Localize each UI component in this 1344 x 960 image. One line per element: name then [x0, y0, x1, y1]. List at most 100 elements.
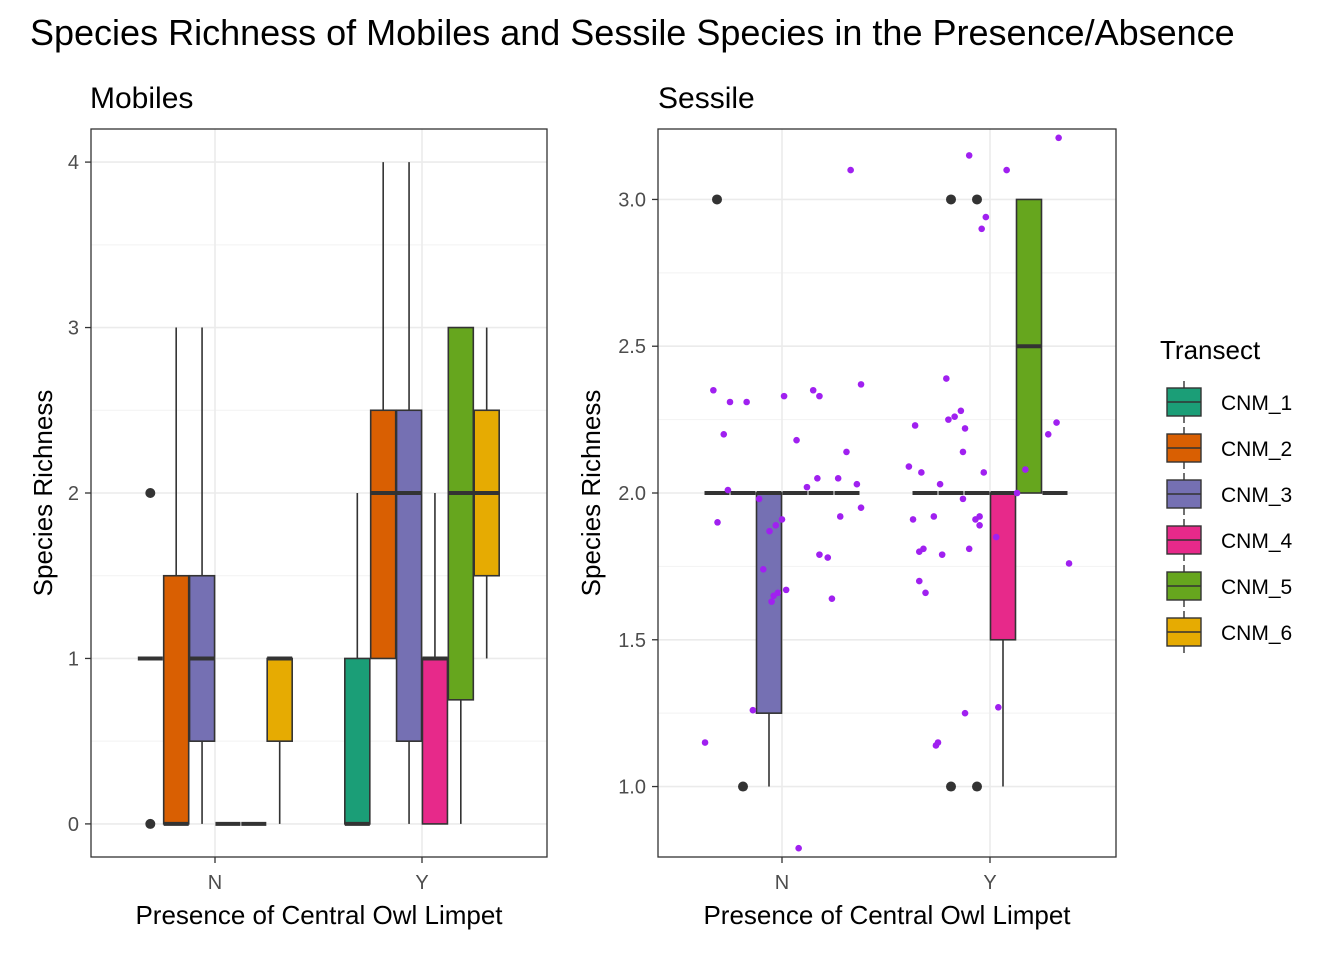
jitter-point: [843, 448, 850, 456]
jitter-point: [1055, 134, 1062, 142]
panel-title: Mobiles: [90, 82, 193, 115]
panel-sessile: Sessile 1.0 1.5 2.0 2.5 3.0 N Y Presence of Ce…: [576, 82, 1117, 930]
jitter-point: [930, 513, 938, 520]
legend-label: CNM_1: [1221, 392, 1292, 415]
legend-entry-cnm_4: CNM_4: [1166, 519, 1293, 561]
jitter-point: [793, 436, 800, 444]
box-body: [266, 657, 293, 742]
box-N-CNM_1: [704, 194, 730, 495]
jitter-point: [720, 430, 728, 438]
legend-items: CNM_1 CNM_2 CNM_3 CNM_4 CNM_5 CNM_6: [1166, 381, 1293, 653]
jitter-point: [922, 589, 929, 597]
jitter-point: [724, 486, 732, 494]
legend-entry-cnm_6: CNM_6: [1166, 611, 1292, 653]
jitter-point: [1065, 560, 1073, 567]
y-tick-label: 2: [68, 483, 79, 505]
jitter-point: [814, 475, 821, 482]
box-N-CNM_2: [162, 327, 190, 826]
axes: 0 1 2 3 4 N Y: [68, 152, 429, 894]
box-body: [344, 657, 371, 825]
legend-label: CNM_3: [1221, 484, 1292, 507]
jitter-point: [959, 448, 967, 456]
jitter-point: [803, 483, 811, 491]
jitter-point: [726, 398, 734, 406]
jitter-point: [951, 413, 958, 420]
jitter-point: [766, 527, 773, 535]
box-Y-CNM_6: [473, 327, 500, 659]
y-tick-label: 0: [68, 814, 79, 836]
box-body: [989, 492, 1017, 641]
jitter-point: [1013, 489, 1021, 497]
box-body: [369, 409, 397, 660]
jitter-point: [836, 513, 844, 520]
outlier-point: [972, 781, 982, 792]
outlier-point: [145, 818, 156, 829]
jitter-point: [816, 551, 823, 558]
jitter-point: [772, 521, 780, 529]
box-N-CNM_1: [137, 488, 163, 829]
jitter-point: [918, 469, 925, 476]
outlier-point: [972, 194, 982, 205]
jitter-point: [943, 375, 950, 382]
jitter-point: [816, 392, 823, 400]
outlier-point: [738, 781, 748, 792]
panel-title: Sessile: [658, 82, 755, 115]
box-N-CNM_6: [266, 656, 293, 824]
jitter-point: [1022, 466, 1029, 473]
outlier-point: [712, 194, 722, 205]
jitter-point: [980, 469, 988, 476]
jitter-point: [759, 566, 767, 573]
jitter-point: [995, 703, 1002, 711]
jitter-point: [934, 739, 942, 746]
jitter-point: [749, 706, 757, 714]
jitter-point: [982, 213, 990, 221]
jitter-point: [945, 416, 952, 423]
box-Y-CNM_2: [369, 162, 397, 660]
jitter-point: [774, 589, 782, 597]
x-axis-label: Presence of Central Owl Limpet: [703, 900, 1071, 930]
jitter-point: [965, 545, 973, 553]
jitter-point: [701, 739, 709, 746]
outlier-point: [946, 781, 956, 792]
jitter-point: [809, 386, 817, 394]
jitter-point: [965, 152, 973, 159]
jitter-point: [961, 709, 969, 717]
jitter-point: [938, 551, 946, 558]
jitter-point: [976, 521, 983, 529]
box-body: [162, 574, 190, 825]
x-tick-label: N: [775, 872, 789, 894]
y-tick-label: 3: [68, 318, 79, 340]
jitter-point: [961, 425, 969, 432]
y-tick-label: 2.0: [618, 483, 646, 505]
outlier-point: [946, 194, 956, 205]
jitter-point: [824, 554, 832, 561]
jitter-point: [1044, 430, 1052, 438]
jitter-point: [1053, 419, 1060, 426]
y-axis-label: Species Richness: [576, 390, 606, 597]
box-N-CNM_2: [730, 491, 756, 792]
box-Y-CNM_3: [395, 162, 423, 824]
legend-label: CNM_2: [1221, 438, 1292, 461]
panel-mobiles: Mobiles 0 1 2 3 4 N Y Presence of Central Owl …: [28, 82, 548, 930]
legend-title: Transect: [1160, 335, 1261, 365]
box-Y-CNM_4: [421, 493, 449, 825]
jitter-point: [978, 225, 985, 233]
jitter-point: [780, 392, 788, 400]
legend-entry-cnm_2: CNM_2: [1166, 427, 1292, 469]
legend-entry-cnm_3: CNM_3: [1166, 473, 1292, 515]
jitter-point: [768, 598, 775, 605]
jitter-point: [905, 463, 913, 470]
boxplot-marks: [137, 162, 500, 829]
jitter-point: [976, 513, 983, 520]
box-Y-CNM_1: [344, 493, 371, 826]
y-tick-label: 3.0: [618, 189, 646, 211]
box-Y-CNM_2: [938, 194, 964, 792]
jitter-point: [915, 577, 923, 585]
jitter-point: [959, 495, 967, 503]
y-tick-label: 1: [68, 648, 79, 670]
legend-entry-cnm_1: CNM_1: [1166, 381, 1292, 423]
jitter-point: [710, 386, 717, 394]
y-tick-label: 4: [68, 152, 79, 174]
jitter-point: [957, 407, 965, 415]
box-Y-CNM_5: [447, 326, 475, 824]
